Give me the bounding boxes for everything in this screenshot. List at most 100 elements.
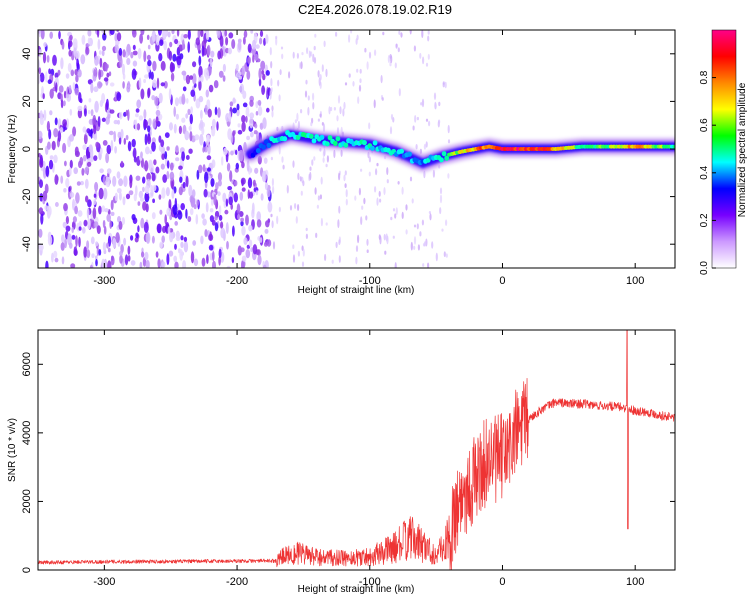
noise-speckle — [158, 92, 163, 104]
sparse-speckle — [360, 216, 363, 226]
noise-speckle — [95, 141, 100, 148]
noise-speckle — [167, 226, 171, 235]
spectrogram-y-axis-label: Frequency (Hz) — [7, 115, 18, 184]
noise-speckle — [47, 79, 52, 85]
sparse-speckle — [338, 205, 341, 214]
noise-speckle — [208, 244, 214, 251]
noise-speckle — [186, 98, 189, 104]
noise-speckle — [255, 111, 259, 116]
noise-speckle — [116, 32, 122, 42]
spectrogram-y-tick-label: -20 — [21, 189, 33, 205]
noise-speckle — [225, 222, 229, 234]
noise-speckle — [120, 160, 124, 167]
noise-speckle — [237, 213, 241, 220]
noise-speckle — [160, 163, 165, 170]
noise-speckle — [78, 220, 82, 227]
noise-speckle — [60, 99, 64, 109]
ridge-blob — [319, 134, 325, 140]
noise-speckle — [144, 185, 150, 195]
ridge-blob — [332, 140, 338, 146]
sparse-speckle — [360, 168, 363, 172]
sparse-speckle — [270, 78, 273, 87]
noise-speckle — [127, 254, 131, 262]
noise-speckle — [91, 253, 95, 258]
noise-speckle — [241, 255, 247, 262]
noise-speckle — [63, 90, 67, 99]
sparse-speckle — [442, 82, 445, 88]
noise-speckle — [178, 125, 182, 135]
noise-speckle — [95, 255, 98, 260]
noise-speckle — [151, 172, 156, 182]
noise-speckle — [65, 225, 71, 232]
sparse-speckle — [438, 119, 441, 124]
noise-speckle — [126, 57, 131, 65]
noise-speckle — [183, 240, 189, 253]
noise-speckle — [252, 244, 258, 255]
noise-speckle — [177, 210, 183, 220]
noise-speckle — [114, 146, 117, 154]
sparse-speckle — [275, 36, 278, 46]
noise-speckle — [72, 126, 77, 137]
noise-speckle — [49, 155, 54, 160]
noise-speckle — [69, 108, 73, 116]
ridge-blob — [444, 155, 450, 161]
sparse-speckle — [359, 78, 362, 83]
sparse-speckle — [300, 109, 303, 114]
noise-speckle — [189, 131, 193, 142]
noise-speckle — [134, 236, 139, 243]
noise-speckle — [181, 93, 186, 105]
sparse-speckle — [383, 233, 386, 241]
noise-speckle — [132, 50, 138, 56]
sparse-speckle — [423, 170, 426, 179]
noise-speckle — [105, 62, 108, 72]
noise-speckle — [106, 213, 111, 222]
sparse-speckle — [354, 195, 357, 201]
noise-speckle — [110, 255, 115, 266]
noise-speckle — [74, 69, 78, 76]
sparse-speckle — [413, 245, 416, 250]
sparse-speckle — [398, 88, 401, 97]
noise-speckle — [158, 53, 163, 62]
noise-speckle — [112, 237, 117, 249]
noise-speckle — [61, 234, 65, 243]
noise-speckle — [159, 209, 163, 215]
sparse-speckle — [295, 216, 298, 224]
noise-speckle — [198, 55, 202, 66]
noise-speckle — [135, 113, 139, 118]
noise-speckle — [96, 225, 101, 235]
sparse-speckle — [390, 216, 393, 221]
noise-speckle — [218, 214, 223, 221]
noise-speckle — [201, 257, 206, 267]
noise-speckle — [178, 165, 183, 170]
sparse-speckle — [416, 116, 419, 121]
sparse-speckle — [325, 68, 328, 78]
noise-speckle — [120, 128, 124, 139]
sparse-speckle — [281, 53, 284, 60]
noise-speckle — [166, 170, 170, 180]
noise-speckle — [247, 43, 252, 53]
noise-speckle — [39, 179, 43, 189]
noise-speckle — [113, 119, 119, 125]
noise-speckle — [125, 134, 129, 141]
noise-speckle — [102, 140, 108, 146]
noise-speckle — [116, 30, 119, 33]
noise-speckle — [42, 190, 48, 202]
noise-speckle — [94, 181, 99, 192]
ridge-blob — [327, 135, 333, 141]
noise-speckle — [127, 141, 132, 152]
noise-speckle — [148, 118, 152, 127]
noise-speckle — [155, 166, 160, 174]
noise-speckle — [137, 225, 140, 233]
noise-speckle — [39, 154, 43, 166]
noise-speckle — [214, 106, 218, 116]
noise-speckle — [40, 30, 45, 40]
noise-speckle — [44, 183, 49, 194]
noise-speckle — [241, 260, 245, 268]
noise-speckle — [87, 199, 92, 208]
sparse-speckle — [368, 171, 371, 177]
noise-speckle — [216, 121, 219, 131]
noise-speckle — [262, 117, 267, 130]
noise-speckle — [220, 221, 224, 229]
noise-speckle — [167, 31, 171, 38]
noise-speckle — [131, 138, 136, 148]
